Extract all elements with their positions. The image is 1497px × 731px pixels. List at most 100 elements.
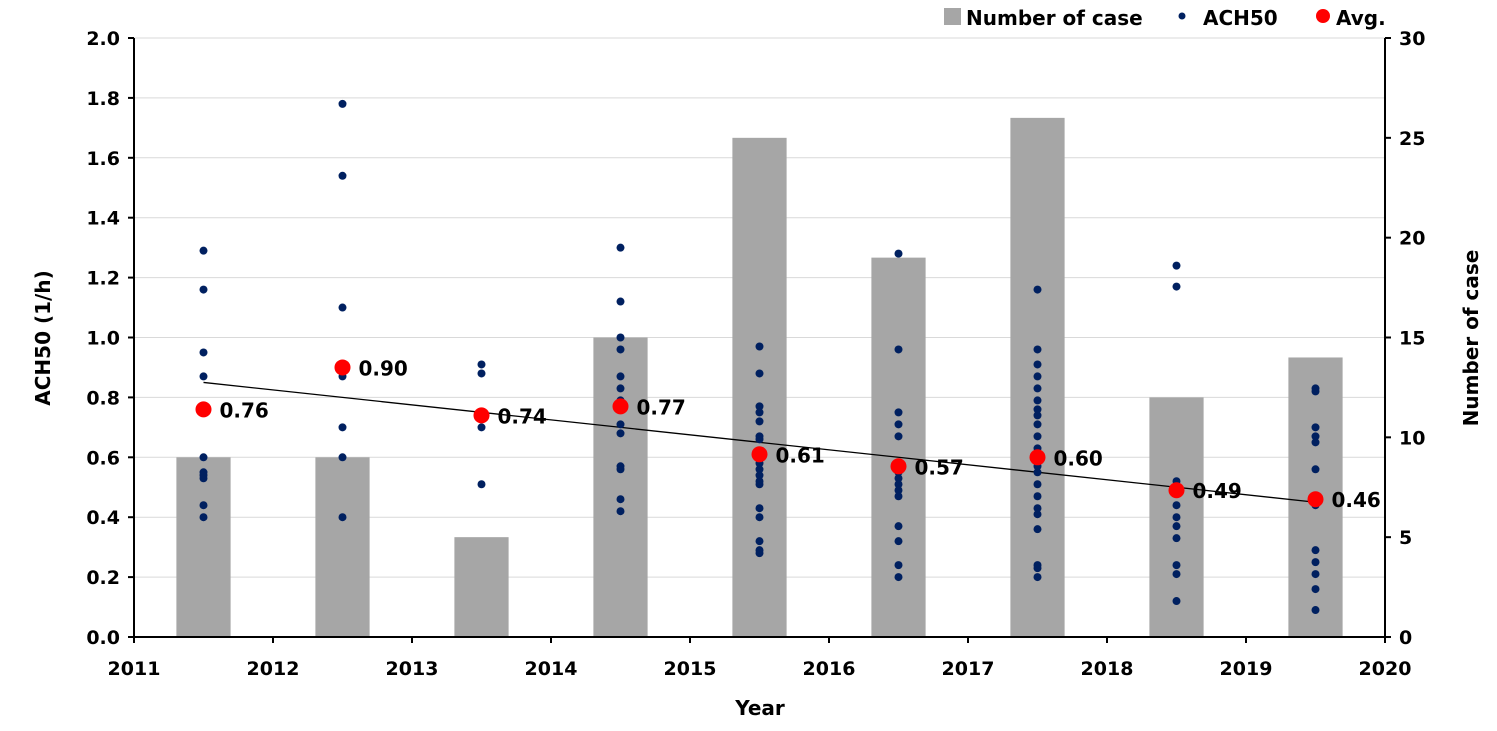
- x-tick-label: 2015: [664, 658, 717, 680]
- y-tick-label: 0.8: [86, 387, 120, 409]
- avg-point: [890, 458, 907, 475]
- ach50-point: [199, 501, 208, 510]
- y-tick-label: 1.2: [86, 268, 120, 290]
- legend-label-ach50: ACH50: [1203, 6, 1278, 30]
- ach50-point: [755, 549, 764, 558]
- ach50-point: [1311, 585, 1320, 594]
- x-tick-label: 2011: [108, 658, 161, 680]
- ach50-point: [894, 480, 903, 489]
- ach50-point: [199, 348, 208, 357]
- ach50-point: [338, 171, 347, 180]
- avg-data-label: 0.74: [498, 404, 547, 428]
- bar: [454, 537, 509, 637]
- ach50-point: [1311, 606, 1320, 615]
- x-tick-label: 2013: [386, 658, 439, 680]
- avg-data-label: 0.76: [220, 398, 269, 422]
- ach50-point: [755, 369, 764, 378]
- ach50-point: [616, 333, 625, 342]
- ach50-point: [1172, 282, 1181, 291]
- ach50-point: [199, 474, 208, 483]
- avg-point: [1307, 491, 1324, 508]
- ach50-point: [894, 432, 903, 441]
- ach50-point: [755, 342, 764, 351]
- x-tick-label: 2019: [1220, 658, 1273, 680]
- y-axis-title: ACH50 (1/h): [31, 270, 55, 405]
- ach50-point: [1033, 492, 1042, 501]
- ach50-point: [1172, 513, 1181, 522]
- ach50-point: [338, 453, 347, 462]
- ach50-point: [1311, 387, 1320, 396]
- ach50-point: [1172, 522, 1181, 531]
- ach50-point: [1033, 396, 1042, 405]
- ach50-point: [894, 492, 903, 501]
- y-tick-label: 0.0: [86, 627, 120, 649]
- avg-point: [751, 446, 768, 463]
- ach50-point: [894, 486, 903, 495]
- x-tick-label: 2020: [1359, 658, 1412, 680]
- ach50-point: [1033, 384, 1042, 393]
- ach50-point: [1311, 546, 1320, 555]
- ach50-point: [1033, 411, 1042, 420]
- ach50-point: [1033, 480, 1042, 489]
- ach50-point: [616, 465, 625, 474]
- ach50-point: [616, 429, 625, 438]
- ach50-point: [199, 285, 208, 294]
- avg-data-label: 0.49: [1193, 479, 1242, 503]
- y2-tick-label: 0: [1399, 627, 1412, 649]
- ach50-point: [1033, 372, 1042, 381]
- ach50-point: [477, 369, 486, 378]
- ach50-point: [616, 372, 625, 381]
- ach50-point: [1033, 405, 1042, 414]
- y-tick-label: 0.2: [86, 567, 120, 589]
- ach50-point: [1172, 561, 1181, 570]
- x-tick-label: 2014: [525, 658, 578, 680]
- bar: [315, 457, 370, 637]
- ach50-point: [1311, 558, 1320, 567]
- y2-axis-title: Number of case: [1459, 250, 1483, 427]
- y2-tick-label: 15: [1399, 328, 1425, 350]
- ach50-point: [477, 360, 486, 369]
- ach50-point: [755, 417, 764, 426]
- ach50-point: [1172, 261, 1181, 270]
- ach50-point: [1033, 285, 1042, 294]
- ach50-point: [616, 345, 625, 354]
- ach50-point: [1172, 570, 1181, 579]
- ach50-point: [616, 384, 625, 393]
- ach50-point: [616, 507, 625, 516]
- ach50-point: [1033, 345, 1042, 354]
- ach50-point: [755, 465, 764, 474]
- ach50-point: [1311, 570, 1320, 579]
- avg-point: [334, 359, 351, 376]
- legend: Number of case ACH50 Avg.: [944, 6, 1386, 30]
- ach50-point: [1033, 525, 1042, 534]
- avg-data-label: 0.60: [1054, 446, 1103, 470]
- avg-point: [195, 401, 212, 418]
- bar: [593, 337, 648, 637]
- ach50-point: [338, 513, 347, 522]
- ach50-point: [199, 513, 208, 522]
- y-tick-label: 0.4: [86, 507, 120, 529]
- ach50-point: [616, 297, 625, 306]
- x-tick-labels: 2011 2012 2013 2014 2015 2016 2017 2018 2019 2020: [108, 658, 1412, 680]
- ach50-point: [1033, 432, 1042, 441]
- ach50-point: [1172, 501, 1181, 510]
- avg-data-label: 0.61: [776, 443, 825, 467]
- ach50-point: [894, 561, 903, 570]
- ach50-point: [755, 513, 764, 522]
- ach50-point: [894, 474, 903, 483]
- avg-data-label: 0.77: [637, 395, 686, 419]
- bar: [176, 457, 231, 637]
- bar: [732, 137, 787, 638]
- avg-data-label: 0.90: [359, 356, 408, 380]
- ach50-point: [338, 99, 347, 108]
- ach50-point: [199, 372, 208, 381]
- ach50-point: [894, 345, 903, 354]
- y-tick-label: 1.6: [86, 148, 120, 170]
- ach50-point: [1033, 360, 1042, 369]
- y2-tick-label: 25: [1399, 128, 1425, 150]
- avg-point: [1168, 482, 1185, 499]
- y2-tick-label: 5: [1399, 527, 1412, 549]
- avg-data-label: 0.46: [1332, 488, 1381, 512]
- ach50-point: [1033, 564, 1042, 573]
